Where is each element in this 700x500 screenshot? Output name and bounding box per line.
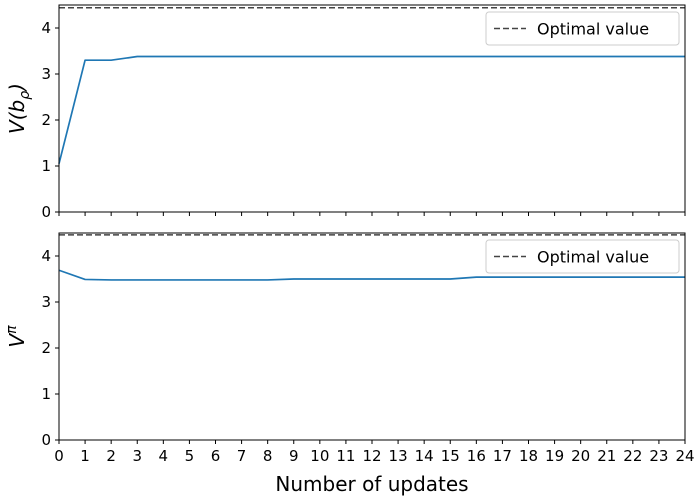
x-tick-label: 22 [623,447,642,465]
x-tick-label: 16 [467,447,486,465]
x-axis-label: Number of updates [275,472,468,496]
y-tick-label: 2 [41,111,51,129]
x-tick-label: 24 [675,447,694,465]
x-tick-label: 21 [597,447,616,465]
x-tick-label: 6 [211,447,221,465]
y-tick-label: 4 [41,19,51,37]
x-tick-label: 23 [649,447,668,465]
x-tick-label: 15 [441,447,460,465]
x-tick-label: 13 [389,447,408,465]
legend-entry: Optimal value [537,248,649,267]
x-tick-label: 20 [571,447,590,465]
x-tick-label: 9 [289,447,299,465]
x-tick-label: 11 [336,447,355,465]
y-axis-label: V(bρ) [5,83,33,134]
y-tick-label: 1 [41,385,51,403]
y-tick-label: 3 [41,293,51,311]
legend-box [485,11,680,46]
legend: Optimal value [485,11,680,46]
x-tick-label: 17 [493,447,512,465]
x-tick-label: 4 [159,447,169,465]
x-tick-label: 12 [362,447,381,465]
y-tick-label: 4 [41,247,51,265]
y-axis-label: Vπ [4,325,29,348]
y-tick-label: 0 [41,431,51,449]
x-tick-label: 2 [106,447,116,465]
legend: Optimal value [485,239,680,274]
series-line [58,55,685,164]
subplot-1: 0 1 2 3 4 V(bρ) Optimal value [5,4,686,221]
x-tick-label: 18 [519,447,538,465]
y-tick-label: 0 [41,203,51,221]
series-line [58,269,685,281]
y-tick-label: 2 [41,339,51,357]
legend-box [485,239,680,274]
x-tick-label: 7 [237,447,247,465]
x-tick-label: 14 [415,447,434,465]
y-tick-label: 1 [41,157,51,175]
x-tick-label: 10 [310,447,329,465]
x-tick-label: 3 [132,447,142,465]
x-tick-label: 1 [80,447,90,465]
x-tick-label: 8 [263,447,273,465]
x-tick-label: 5 [185,447,195,465]
x-tick-label: 0 [54,447,64,465]
legend-entry: Optimal value [537,20,649,39]
x-tick-label: 19 [545,447,564,465]
y-tick-label: 3 [41,65,51,83]
